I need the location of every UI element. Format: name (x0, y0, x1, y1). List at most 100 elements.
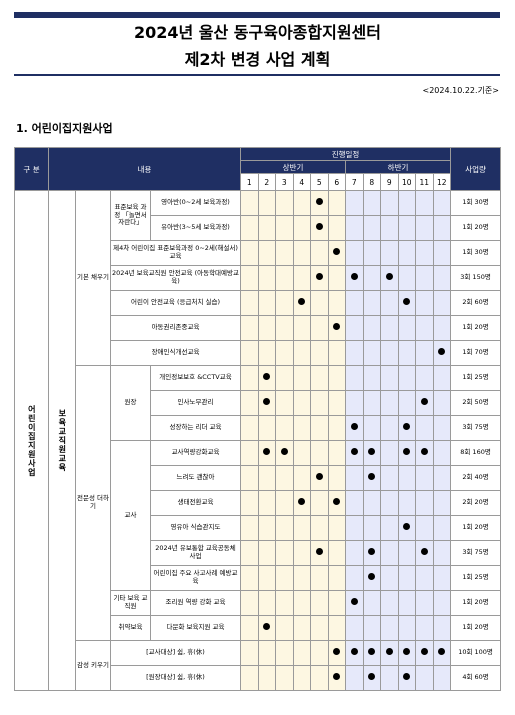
schedule-dot (403, 673, 411, 681)
month-cell (240, 440, 259, 466)
month-cell (362, 315, 381, 341)
month-cell (397, 415, 416, 441)
month-cell (310, 590, 329, 616)
month-cell (432, 515, 452, 541)
month-cell (310, 215, 329, 241)
month-cell (257, 215, 276, 241)
month-cell (345, 415, 364, 441)
month-cell (257, 540, 276, 566)
month-cell (397, 565, 416, 591)
month-cell (327, 215, 346, 241)
schedule-dot (280, 448, 288, 456)
month-cell (275, 440, 294, 466)
content-cell: [교사대상] 쉼, 휴(休) (110, 640, 241, 666)
first-half-header: 상반기 (240, 160, 346, 174)
month-cell (257, 640, 276, 666)
month-cell (275, 290, 294, 316)
schedule-dot (368, 448, 376, 456)
month-cell (292, 440, 311, 466)
month-cell (432, 440, 452, 466)
month-cell (310, 315, 329, 341)
month-cell (432, 415, 452, 441)
content-cell: 제4차 어린이집 표준보육과정 0~2세(해설서) 교육 (110, 240, 241, 266)
date: <2024.10.22.기준> (422, 86, 499, 95)
month-cell (345, 290, 364, 316)
month-cell (362, 365, 381, 391)
month-header: 10 (397, 173, 416, 191)
month-cell (257, 415, 276, 441)
schedule-dot (403, 448, 411, 456)
content-cell: 영아반(0~2세 보육과정) (150, 190, 241, 216)
amount-cell: 1회 20명 (450, 615, 502, 641)
table-row: 영유아 식습관지도 1회 20명 (15, 515, 502, 541)
month-cell (362, 190, 381, 216)
month-cell (380, 565, 399, 591)
month-cell (240, 540, 259, 566)
month-cell (415, 340, 434, 366)
schedule-dot (333, 498, 341, 506)
table-row: 유아반(3~5세 보육과정) 1회 20명 (15, 215, 502, 241)
month-cell (380, 490, 399, 516)
month-cell (345, 640, 364, 666)
month-cell (380, 465, 399, 491)
month-cell (257, 340, 276, 366)
second-half-header: 하반기 (344, 160, 452, 174)
month-cell (257, 490, 276, 516)
month-cell (432, 240, 452, 266)
month-cell (275, 515, 294, 541)
month-cell (397, 390, 416, 416)
month-cell (415, 415, 434, 441)
schedule-dot (368, 648, 376, 656)
content-cell: 어린이집 주요 사고사례 예방교육 (150, 565, 241, 591)
schedule-dot (315, 198, 323, 206)
plan-table: 구 분 내용 진행일정 사업량 상반기 하반기 1 2 3 4 5 6 7 8 9 10 11 12 … (14, 147, 502, 691)
month-cell (345, 240, 364, 266)
month-cell (275, 665, 294, 691)
month-cell (310, 490, 329, 516)
schedule-dot (263, 398, 271, 406)
month-cell (257, 240, 276, 266)
bottom-rule (14, 74, 500, 76)
month-cell (292, 340, 311, 366)
month-cell (240, 615, 259, 641)
month-cell (310, 340, 329, 366)
month-cell (415, 390, 434, 416)
month-cell (345, 490, 364, 516)
schedule-dot (263, 373, 271, 381)
schedule-dot (298, 498, 306, 506)
month-cell (275, 190, 294, 216)
group-cell: 전문성 더하기 (75, 365, 111, 641)
amount-cell: 3회 75명 (450, 540, 502, 566)
month-cell (415, 565, 434, 591)
top-rule (14, 12, 500, 18)
month-cell (345, 590, 364, 616)
month-cell (292, 415, 311, 441)
month-cell (362, 440, 381, 466)
month-cell (345, 315, 364, 341)
month-cell (415, 640, 434, 666)
month-cell (380, 590, 399, 616)
month-cell (380, 515, 399, 541)
month-cell (310, 365, 329, 391)
schedule-dot (333, 648, 341, 656)
month-cell (310, 265, 329, 291)
month-cell (397, 265, 416, 291)
table-row: 어린이 안전교육 (응급처치 실습) 2회 60명 (15, 290, 502, 316)
month-cell (327, 315, 346, 341)
content-header: 내용 (48, 147, 241, 191)
month-cell (292, 390, 311, 416)
month-cell (397, 640, 416, 666)
month-cell (345, 215, 364, 241)
month-cell (240, 490, 259, 516)
month-cell (380, 290, 399, 316)
subgroup-cell: 교사 (110, 440, 151, 591)
month-cell (275, 565, 294, 591)
month-cell (240, 415, 259, 441)
content-cell: 다문화 보육지원 교육 (150, 615, 241, 641)
amount-cell: 8회 160명 (450, 440, 502, 466)
month-cell (292, 215, 311, 241)
month-cell (257, 465, 276, 491)
amount-cell: 1회 30명 (450, 240, 502, 266)
month-cell (415, 215, 434, 241)
schedule-dot (350, 423, 358, 431)
